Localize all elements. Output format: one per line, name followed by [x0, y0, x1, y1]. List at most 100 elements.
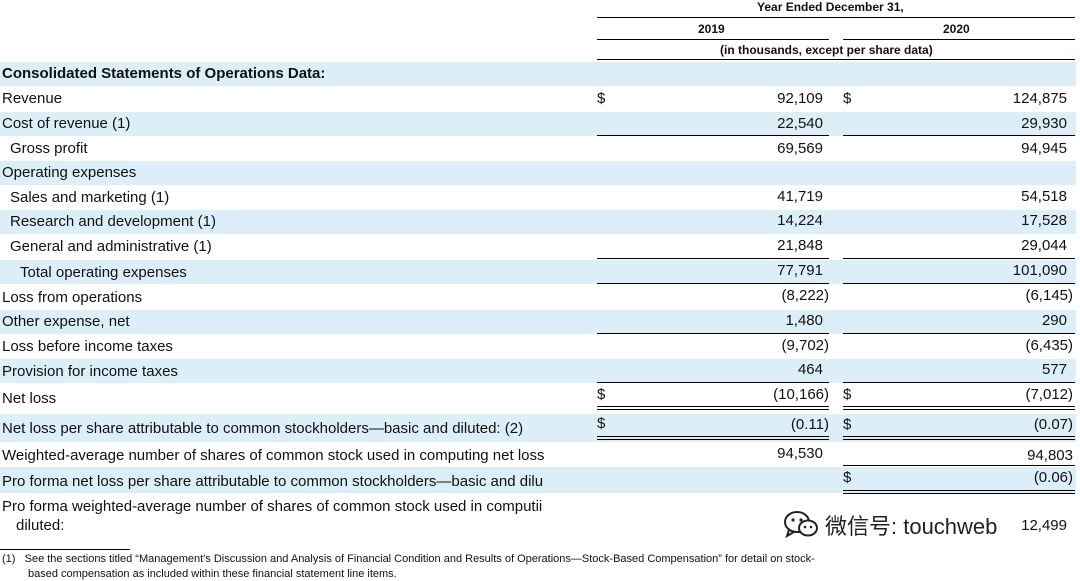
dollar-sign: $	[843, 386, 852, 403]
value-2019: 1,480	[785, 312, 823, 329]
band-provision-taxes	[0, 359, 1076, 383]
value-2019: 21,848	[777, 237, 823, 254]
period-header: Year Ended December 31,	[757, 0, 904, 14]
header-rule-top	[597, 17, 1075, 18]
units-header: (in thousands, except per share data)	[720, 43, 933, 57]
value-2020: 17,528	[1021, 212, 1067, 229]
row-label: Research and development (1)	[10, 213, 216, 230]
header-rule-years-left	[597, 39, 829, 40]
subtotal-rule	[597, 333, 829, 334]
row-label: Loss from operations	[2, 289, 143, 306]
band-net-loss-per-share	[0, 414, 1076, 442]
row-label: Net loss per share attributable to commo…	[2, 420, 524, 437]
value-2020: 94,945	[1021, 140, 1067, 157]
value-2019: (9,702)	[781, 337, 829, 354]
total-double-rule	[597, 406, 829, 407]
value-2020: (0.07)	[1033, 416, 1073, 433]
subtotal-rule	[597, 258, 829, 259]
value-2020: (6,435)	[1025, 337, 1073, 354]
value-2019: 22,540	[777, 115, 823, 132]
row-label: Weighted-average number of shares of com…	[2, 447, 545, 464]
row-label: Gross profit	[10, 140, 88, 157]
year-2019-header: 2019	[698, 22, 725, 36]
total-double-rule	[843, 409, 1075, 410]
value-2019: 77,791	[777, 262, 823, 279]
subtotal-rule	[597, 135, 829, 136]
watermark-text: 微信号: touchweb	[825, 514, 998, 539]
value-2020: 101,090	[1012, 262, 1067, 279]
total-double-rule	[843, 493, 1075, 494]
total-double-rule	[597, 436, 829, 437]
section-title: Consolidated Statements of Operations Da…	[2, 65, 326, 82]
total-double-rule	[843, 465, 1075, 466]
row-label: Sales and marketing (1)	[10, 189, 170, 206]
row-label: Operating expenses	[2, 164, 137, 181]
total-double-rule	[843, 436, 1075, 437]
wechat-icon	[783, 510, 819, 540]
value-2019: (0.11)	[790, 416, 829, 433]
footnote-rule	[0, 549, 130, 550]
dollar-sign: $	[597, 90, 606, 107]
subtotal-rule	[843, 283, 1075, 284]
watermark: 微信号: touchweb	[779, 509, 1002, 541]
subtotal-rule	[843, 258, 1075, 259]
band-total-operating	[0, 260, 1076, 284]
value-2020: (7,012)	[1025, 386, 1073, 403]
total-double-rule	[843, 439, 1075, 440]
row-label: Provision for income taxes	[2, 363, 178, 380]
row-label: Total operating expenses	[20, 264, 187, 281]
total-double-rule	[843, 406, 1075, 407]
value-2019: 69,569	[777, 140, 823, 157]
value-2019: (8,222)	[781, 287, 829, 304]
value-2020: (6,145)	[1025, 287, 1073, 304]
value-2020: 577	[1041, 361, 1067, 378]
total-double-rule	[597, 409, 829, 410]
band-other-expense	[0, 310, 1076, 334]
row-label: General and administrative (1)	[10, 238, 212, 255]
dollar-sign: $	[597, 415, 606, 432]
footnote-line-2: based compensation as included within th…	[28, 568, 397, 580]
value-2019: 464	[797, 361, 823, 378]
value-2019: 14,224	[777, 212, 823, 229]
row-label: Pro forma weighted-average number of sha…	[2, 498, 543, 515]
value-2020: (0.06)	[1033, 469, 1073, 486]
subtotal-rule	[843, 333, 1075, 334]
value-2019: 94,530	[777, 445, 823, 462]
dollar-sign: $	[843, 416, 852, 433]
value-2020: 94,803	[1027, 447, 1073, 464]
row-label: Revenue	[2, 90, 63, 107]
subtotal-rule	[597, 382, 829, 383]
header-rule-years-right	[843, 39, 1075, 40]
row-label: Cost of revenue (1)	[2, 115, 131, 132]
value-2019: 92,109	[777, 90, 823, 107]
total-double-rule	[843, 490, 1075, 491]
value-2020: 12,499	[1021, 517, 1067, 534]
subtotal-rule	[597, 283, 829, 284]
value-2020: 124,875	[1012, 90, 1067, 107]
value-2019: (10,166)	[773, 386, 829, 403]
footnote-line-1: (1) See the sections titled “Management'…	[2, 553, 815, 565]
row-label-continued: diluted:	[16, 517, 65, 534]
dollar-sign: $	[597, 386, 606, 403]
subtotal-rule	[843, 382, 1075, 383]
band-research-development	[0, 210, 1076, 234]
row-label: Loss before income taxes	[2, 338, 173, 355]
dollar-sign: $	[843, 469, 852, 486]
total-double-rule	[597, 439, 829, 440]
value-2019: 41,719	[777, 188, 823, 205]
subtotal-rule	[843, 135, 1075, 136]
row-label: Pro forma net loss per share attributabl…	[2, 473, 544, 490]
band-operating-expenses	[0, 161, 1076, 185]
row-label: Other expense, net	[2, 313, 130, 330]
band-pro-forma-net-loss	[0, 467, 1076, 493]
value-2020: 29,044	[1021, 237, 1067, 254]
row-label: Net loss	[2, 390, 57, 407]
header-rule-units	[597, 59, 1075, 60]
year-2020-header: 2020	[943, 22, 970, 36]
dollar-sign: $	[843, 90, 852, 107]
value-2020: 54,518	[1021, 188, 1067, 205]
value-2020: 290	[1041, 312, 1067, 329]
band-section-title	[0, 62, 1076, 86]
band-cost-of-revenue	[0, 112, 1076, 136]
value-2020: 29,930	[1021, 115, 1067, 132]
